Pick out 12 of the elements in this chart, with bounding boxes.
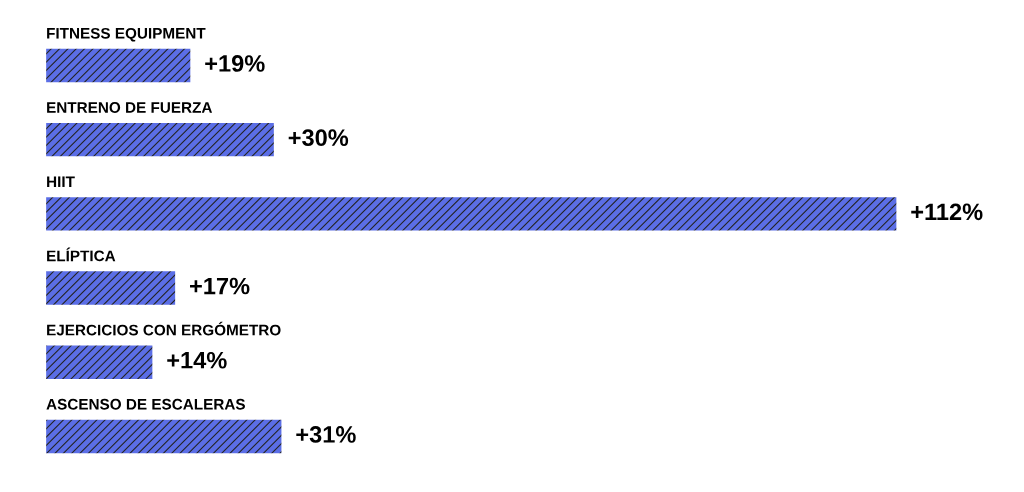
y-tick-label: HIIT	[47, 176, 75, 187]
data-label: +30%	[288, 129, 349, 147]
y-tick-label: ASCENSO DE ESCALERAS	[46, 398, 245, 410]
data-label: +19%	[205, 55, 265, 72]
y-tick-label: EJERCICIOS CON ERGÓMETRO	[47, 321, 281, 336]
data-label: +31%	[296, 426, 356, 443]
data-label: +112%	[911, 203, 983, 221]
data-label: +17%	[190, 277, 250, 295]
y-tick-label: FITNESS EQUIPMENT	[47, 27, 206, 42]
data-label: +14%	[167, 351, 227, 369]
y-tick-label: ENTRENO DE FUERZA	[47, 102, 213, 113]
y-tick-label: ELÍPTICA	[47, 247, 116, 262]
